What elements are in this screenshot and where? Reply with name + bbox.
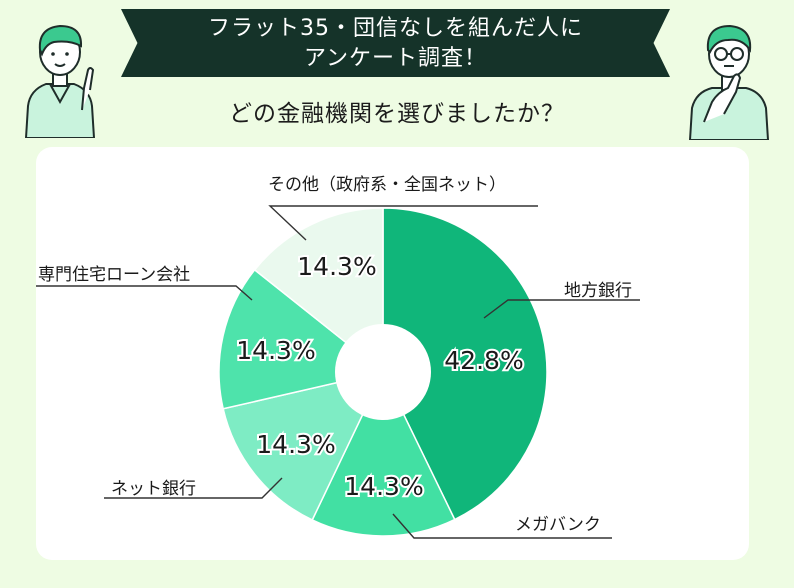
- pie-slice-5: [253, 207, 384, 374]
- slice-value-label-2: 14.3%: [344, 472, 423, 501]
- leader-line-3: [104, 477, 283, 499]
- slice-value-label-1: 42.8%: [444, 346, 523, 375]
- slice-value-label-5: 14.3%: [297, 252, 376, 281]
- donut-hole: [335, 324, 431, 420]
- person-pointing-icon: [24, 24, 96, 138]
- leader-line-5: [268, 205, 538, 241]
- slice-category-label-5: その他（政府系・全国ネット）: [268, 175, 506, 195]
- pie-slice-3: [222, 370, 385, 521]
- leader-line-4: [36, 285, 253, 301]
- pie-slice-1: [382, 207, 548, 521]
- title-banner: フラット35・団信なしを組んだ人に アンケート調査！: [121, 9, 670, 77]
- person-thinking-icon: [688, 24, 770, 140]
- chart-value-labels: 42.8% 14.3% 14.3% 14.3% 14.3%: [234, 250, 525, 503]
- survey-question: どの金融機関を選びましたか？: [229, 101, 565, 127]
- slice-value-label-4: 14.3%: [236, 336, 315, 365]
- banner-title-line-2: アンケート調査！: [303, 46, 488, 71]
- leader-line-1: [483, 299, 640, 319]
- slice-category-label-3: ネット銀行: [111, 479, 196, 499]
- chart-slices: [218, 207, 548, 537]
- slice-value-label-3: 14.3%: [256, 430, 335, 459]
- slice-category-label-4: 専門住宅ローン会社: [38, 265, 190, 285]
- leader-line-2: [392, 513, 612, 539]
- slice-category-label-2: メガバンク: [515, 515, 601, 535]
- banner-background: [121, 9, 670, 77]
- banner-title-line-1: フラット35・団信なしを組んだ人に: [208, 16, 583, 41]
- pie-slice-2: [311, 370, 456, 537]
- chart-leader-lines: [36, 205, 640, 539]
- slice-category-label-1: 地方銀行: [564, 281, 632, 301]
